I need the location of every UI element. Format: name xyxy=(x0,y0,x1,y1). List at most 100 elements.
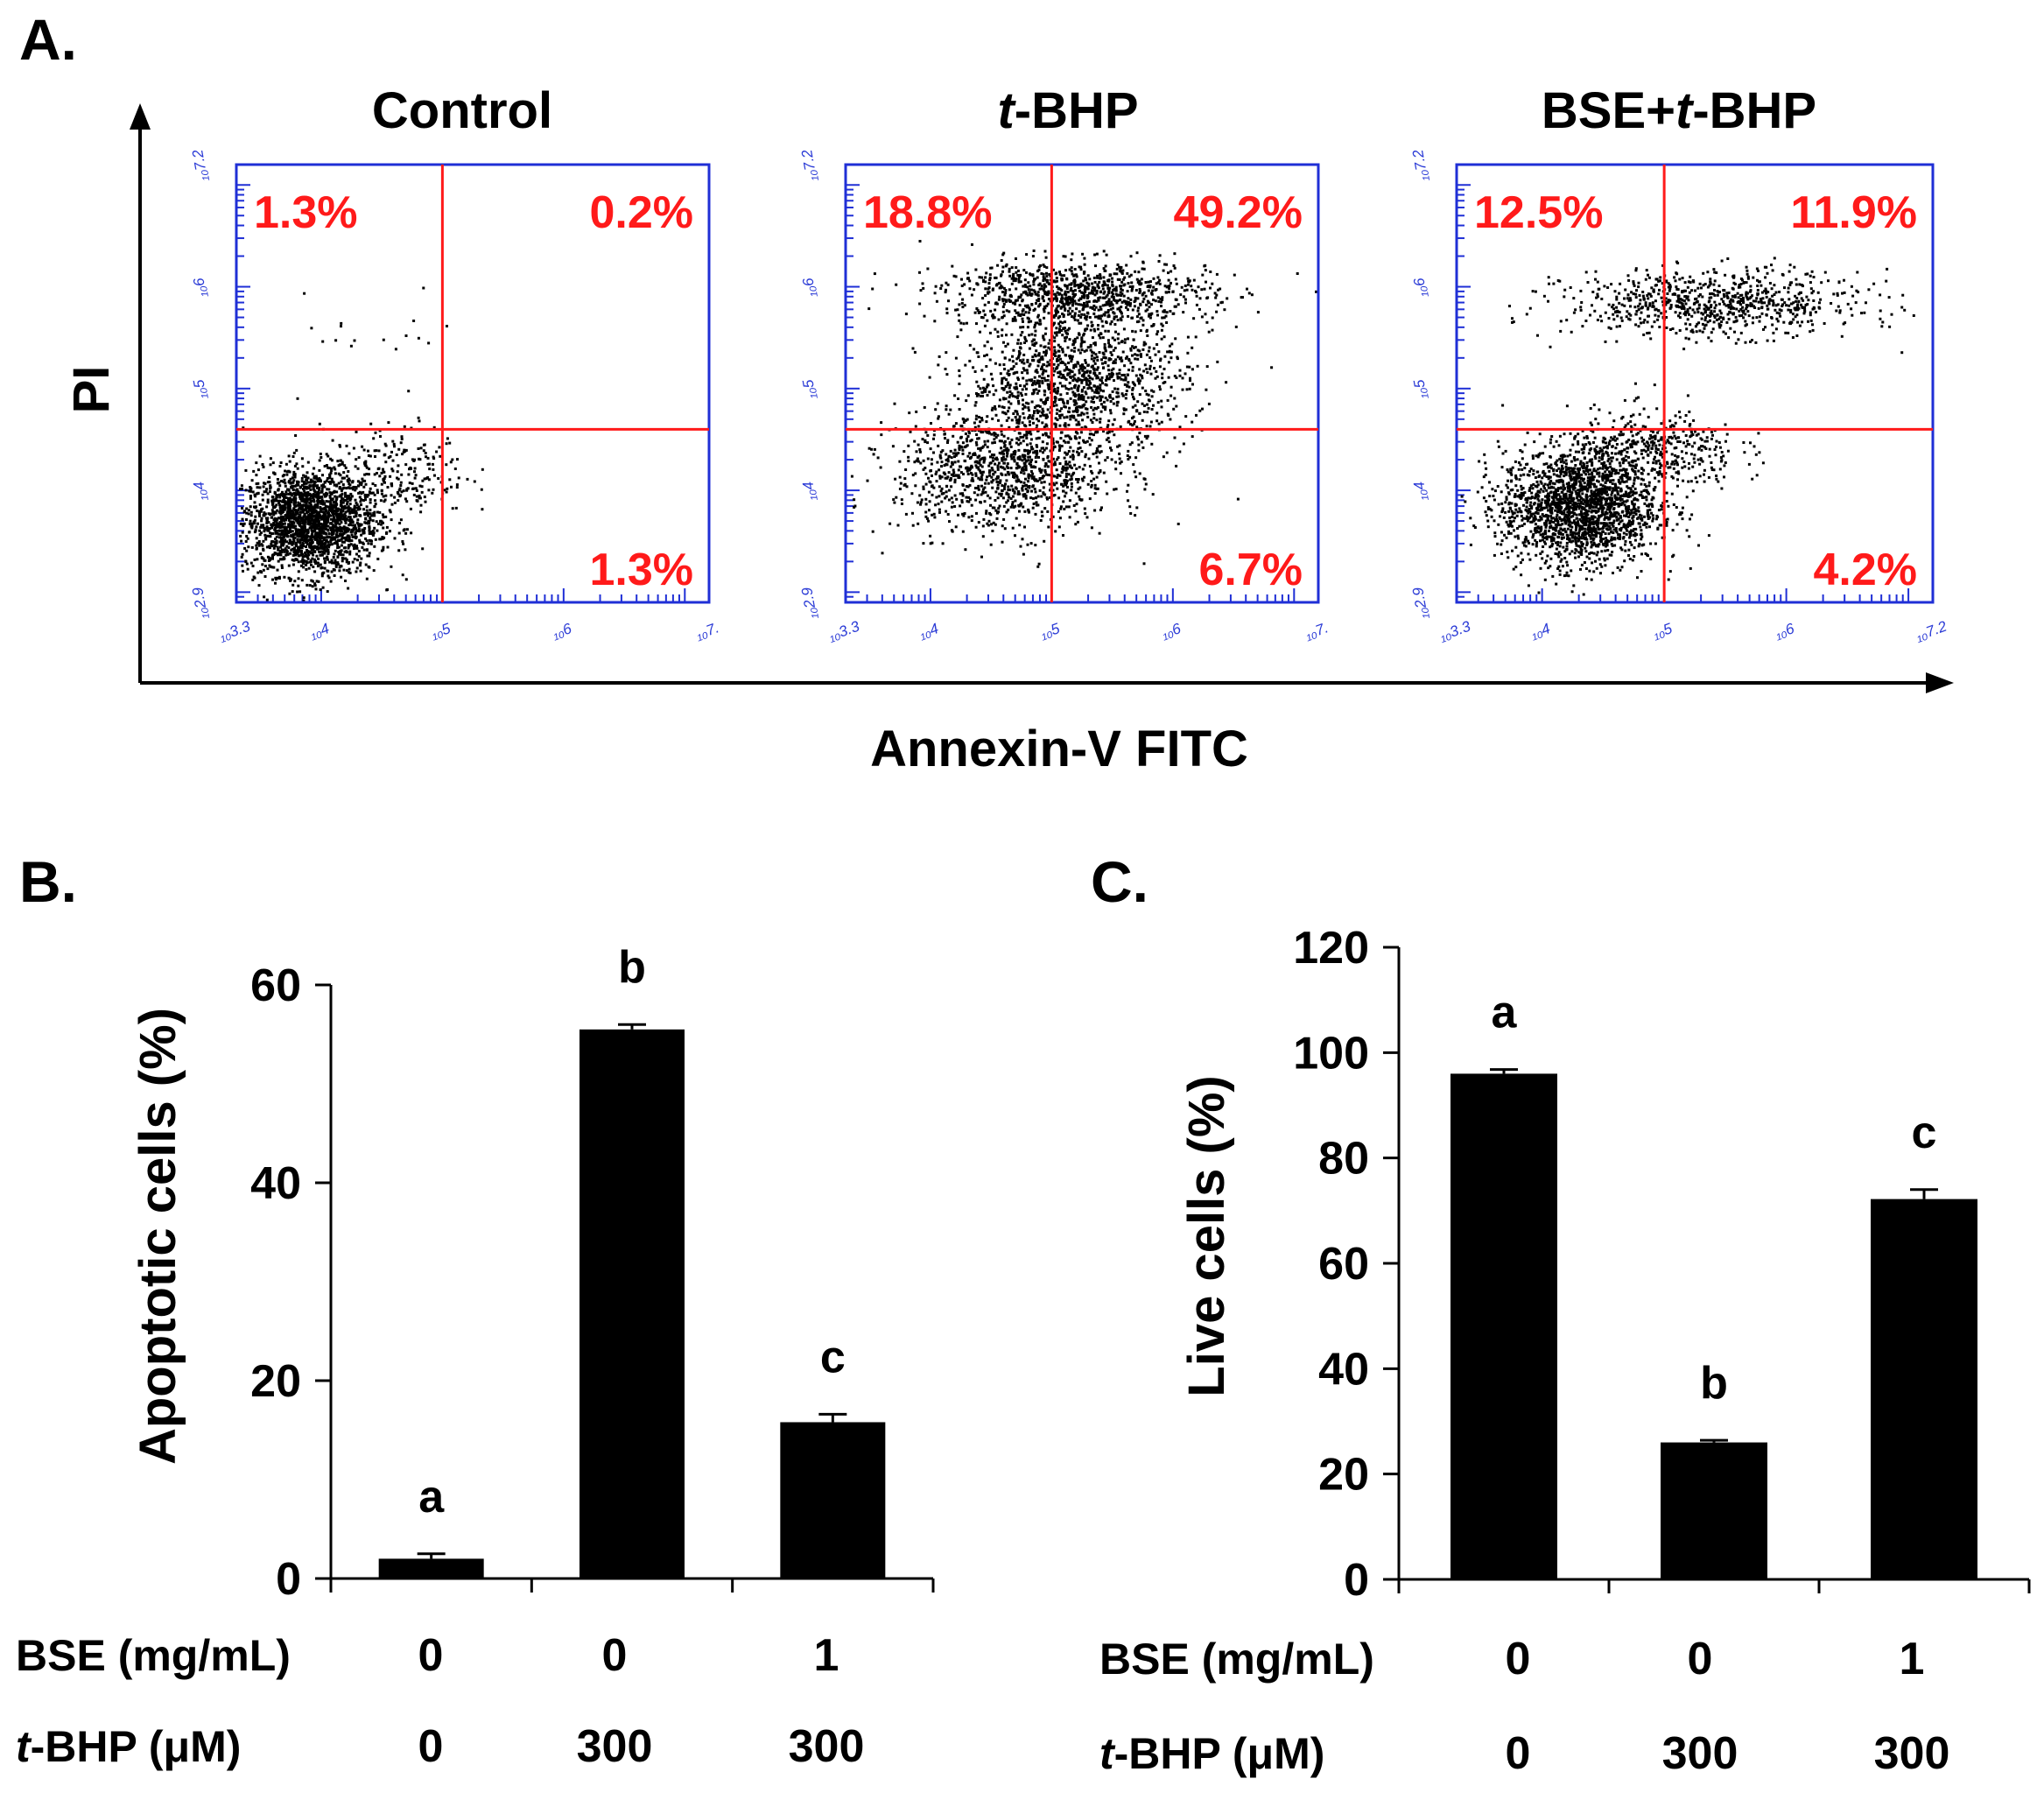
event-dot xyxy=(1077,487,1080,490)
event-dot xyxy=(966,473,970,475)
event-dot xyxy=(446,437,449,440)
event-dot xyxy=(1120,461,1123,463)
event-dot xyxy=(338,569,341,573)
event-dot xyxy=(977,468,980,471)
event-dot xyxy=(250,479,254,482)
event-dot xyxy=(360,483,363,487)
event-dot xyxy=(1056,359,1058,362)
event-dot xyxy=(448,441,452,445)
event-dot xyxy=(1064,483,1068,487)
event-dot xyxy=(321,340,325,343)
event-dot xyxy=(958,446,961,450)
event-dot xyxy=(273,540,277,544)
event-dot xyxy=(341,461,344,464)
event-dot xyxy=(305,533,308,537)
event-dot xyxy=(293,550,297,553)
event-dot xyxy=(276,478,279,481)
event-dot xyxy=(296,482,299,485)
event-dot xyxy=(1084,440,1087,444)
event-dot xyxy=(1079,397,1083,401)
event-dot xyxy=(288,460,291,463)
event-dot xyxy=(320,530,324,533)
event-dot xyxy=(926,433,930,437)
event-dot xyxy=(1058,346,1062,348)
event-dot xyxy=(374,455,376,458)
event-dot xyxy=(1120,341,1123,344)
event-dot xyxy=(280,524,284,527)
event-dot xyxy=(940,487,944,490)
event-dot xyxy=(307,505,311,509)
event-dot xyxy=(297,481,300,484)
event-dot xyxy=(1138,472,1141,475)
event-dot xyxy=(1000,424,1003,427)
event-dot xyxy=(974,418,978,421)
event-dot xyxy=(944,437,946,440)
event-dot xyxy=(1096,366,1099,369)
event-dot xyxy=(1014,410,1017,413)
event-dot xyxy=(1093,492,1097,496)
event-dot xyxy=(1072,471,1076,475)
event-dot xyxy=(970,503,973,507)
event-dot xyxy=(435,450,439,454)
event-dot xyxy=(1022,358,1025,362)
event-dot xyxy=(1065,467,1069,470)
event-dot xyxy=(269,557,272,560)
event-dot xyxy=(1064,466,1067,469)
event-dot xyxy=(1001,484,1004,488)
event-dot xyxy=(1131,405,1134,409)
event-dot xyxy=(924,515,928,518)
event-dot xyxy=(305,506,308,510)
event-dot xyxy=(311,535,314,538)
event-dot xyxy=(1093,315,1097,319)
event-dot xyxy=(988,469,992,473)
event-dot xyxy=(278,540,282,544)
event-dot xyxy=(1063,507,1066,510)
event-dot xyxy=(1033,410,1036,413)
event-dot xyxy=(256,571,260,574)
event-dot xyxy=(1086,387,1090,390)
event-dot xyxy=(306,491,310,494)
event-dot xyxy=(994,523,997,526)
event-dot xyxy=(1098,351,1101,354)
event-dot xyxy=(1047,474,1050,476)
event-dot xyxy=(880,421,883,425)
event-dot xyxy=(262,465,265,468)
event-dot xyxy=(341,483,345,487)
event-dot xyxy=(919,503,923,506)
event-dot xyxy=(1077,362,1080,365)
event-dot xyxy=(1082,334,1085,337)
flow-plot-title: t-BHP xyxy=(997,82,1138,139)
event-dot xyxy=(984,387,987,390)
event-dot xyxy=(1093,390,1097,394)
event-dot xyxy=(1077,384,1080,388)
event-dot xyxy=(1036,565,1040,568)
event-dot xyxy=(1079,345,1083,348)
event-dot xyxy=(1139,379,1141,383)
event-dot xyxy=(1077,389,1079,392)
event-dot xyxy=(994,477,998,481)
event-dot xyxy=(1121,350,1125,354)
event-dot xyxy=(314,587,318,591)
event-dot xyxy=(996,464,1000,468)
event-dot xyxy=(1147,406,1150,410)
event-dot xyxy=(1185,388,1189,391)
event-dot xyxy=(929,447,932,451)
event-dot xyxy=(937,503,940,506)
event-dot xyxy=(1119,461,1122,465)
event-dot xyxy=(1001,473,1004,476)
event-dot xyxy=(1092,359,1096,362)
event-dot xyxy=(305,498,308,502)
event-dot xyxy=(1037,354,1040,357)
event-dot xyxy=(1030,416,1034,419)
event-dot xyxy=(297,584,300,587)
event-dot xyxy=(291,524,295,528)
event-dot xyxy=(980,478,984,482)
event-dot xyxy=(1034,512,1037,516)
event-dot xyxy=(998,451,1001,454)
event-dot xyxy=(1053,396,1057,399)
event-dot xyxy=(1001,459,1004,462)
event-dot xyxy=(325,536,328,539)
event-dot xyxy=(973,348,976,351)
event-dot xyxy=(1069,465,1072,468)
event-dot xyxy=(990,481,994,484)
